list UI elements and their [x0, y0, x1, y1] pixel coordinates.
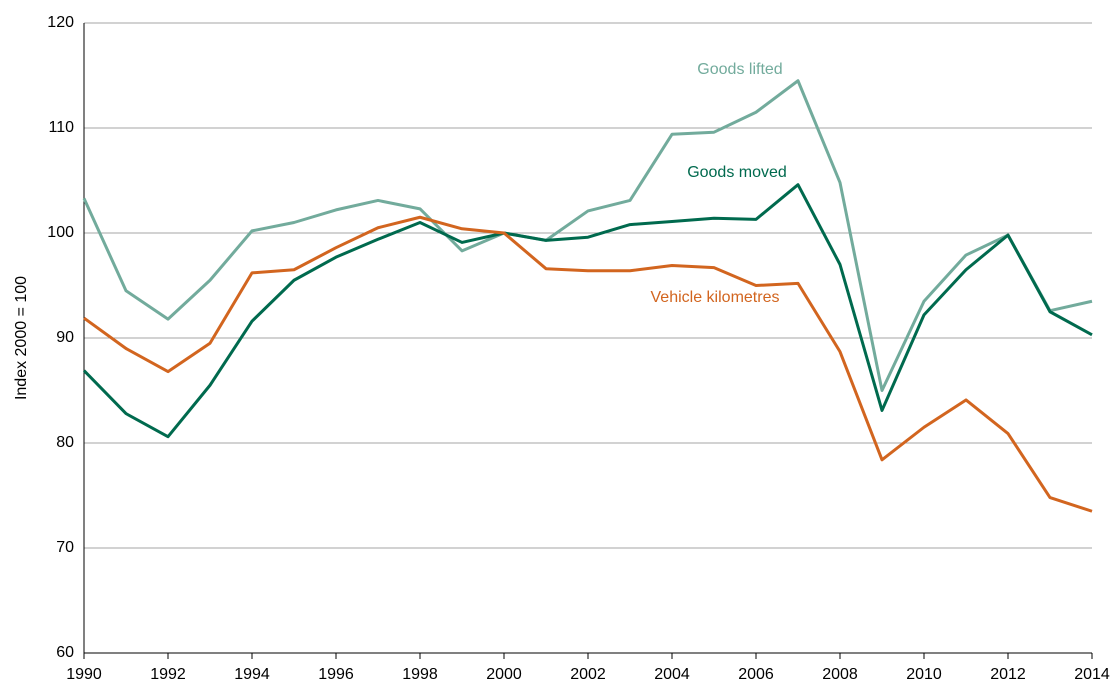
x-tick-label: 2002 [570, 666, 606, 683]
x-tick-label: 2008 [822, 666, 858, 683]
x-tick-label: 1994 [234, 666, 270, 683]
y-tick-label: 70 [56, 539, 74, 556]
x-tick-label: 2012 [990, 666, 1026, 683]
series-line [82, 183, 1093, 439]
y-axis-label: Index 2000 = 100 [13, 276, 30, 400]
series-line [82, 79, 1093, 392]
x-tick-label: 1998 [402, 666, 438, 683]
x-tick-label: 1996 [318, 666, 354, 683]
x-tick-label: 2006 [738, 666, 774, 683]
y-tick-label: 90 [56, 329, 74, 346]
x-tick-label: 2014 [1074, 666, 1110, 683]
x-tick-label: 1992 [150, 666, 186, 683]
x-tick-label: 2004 [654, 666, 690, 683]
x-tick-label: 2000 [486, 666, 522, 683]
y-tick-label: 110 [48, 119, 74, 136]
y-tick-label: 80 [56, 434, 74, 451]
y-tick-label: 60 [56, 644, 74, 661]
x-tick-label: 2010 [906, 666, 942, 683]
x-tick-label: 1990 [66, 666, 102, 683]
series-label: Vehicle kilometres [651, 289, 780, 306]
y-tick-label: 100 [47, 224, 74, 241]
series-label: Goods lifted [697, 61, 782, 78]
y-tick-label: 120 [47, 14, 74, 31]
series-line [83, 215, 1093, 513]
series-label: Goods moved [687, 164, 787, 181]
